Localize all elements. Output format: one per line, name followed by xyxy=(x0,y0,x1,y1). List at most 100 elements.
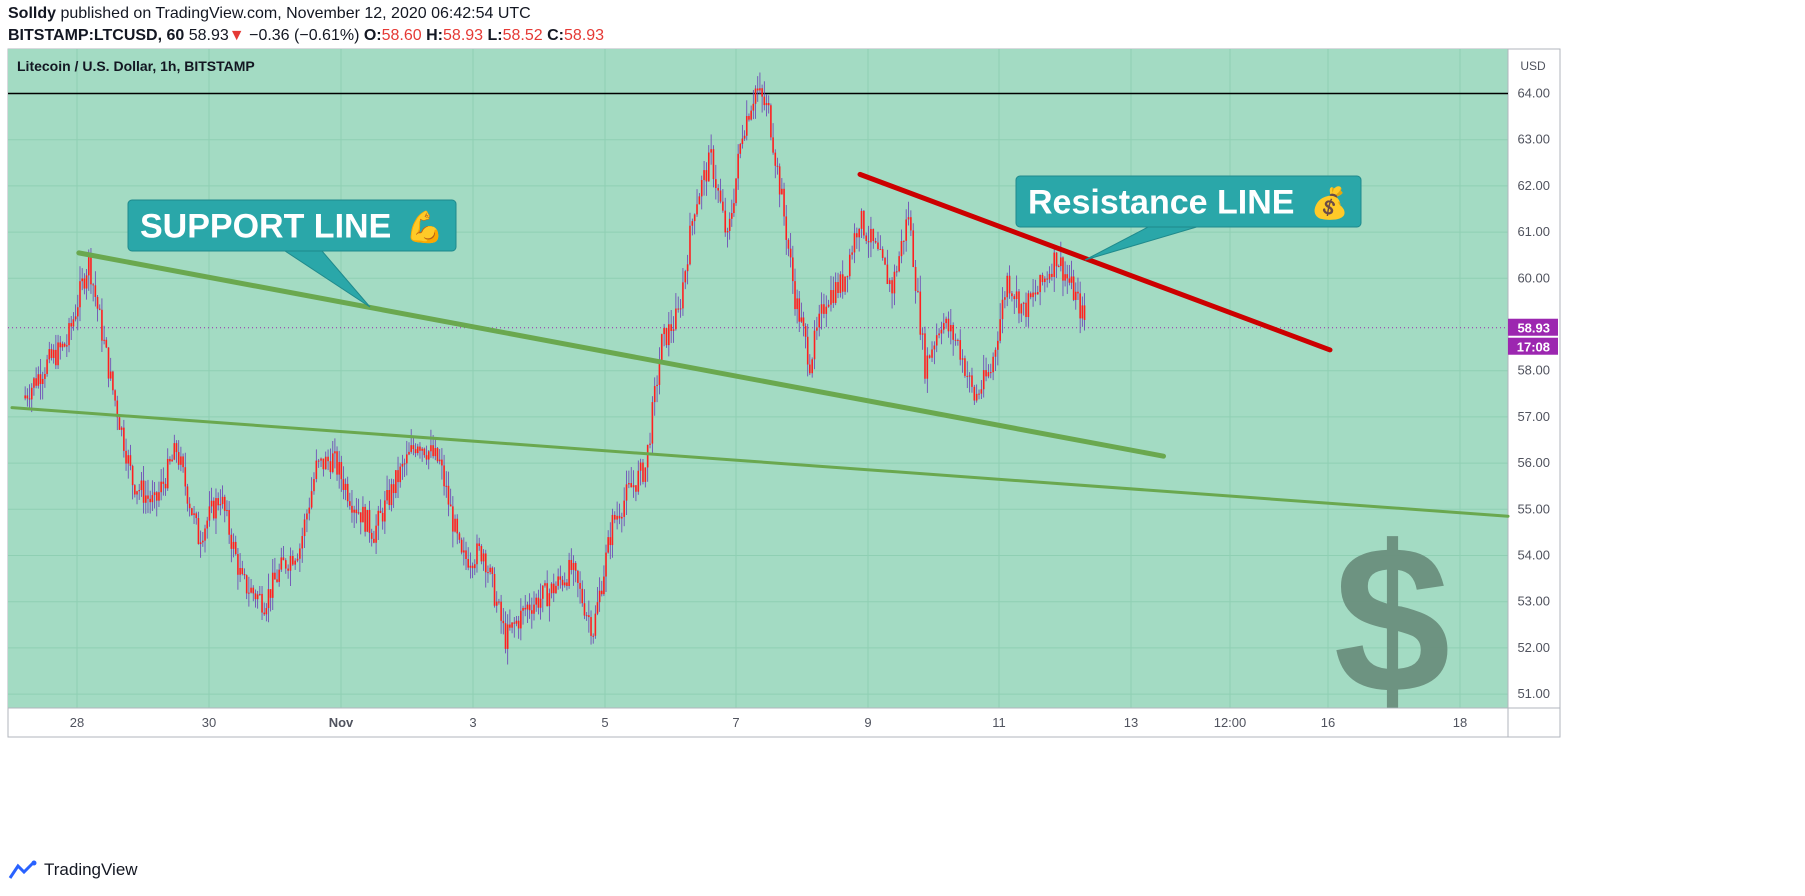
tradingview-logo-icon xyxy=(8,860,37,879)
candle-body xyxy=(386,490,388,501)
resistance-callout-box xyxy=(1015,175,1362,228)
candle-body xyxy=(191,508,193,515)
candle-body xyxy=(445,485,448,487)
price-tick-label: 53.00 xyxy=(1517,594,1550,609)
author-name[interactable]: Solldy xyxy=(8,5,57,22)
candle-body xyxy=(848,254,851,277)
candle-body xyxy=(221,496,224,505)
candle-body xyxy=(441,459,443,466)
candle-body xyxy=(495,601,498,606)
close-label: C: xyxy=(547,27,565,44)
support-line xyxy=(10,406,1510,518)
candle-body xyxy=(806,336,809,365)
candle-body xyxy=(765,103,768,106)
candle-body xyxy=(188,503,191,509)
candle-body xyxy=(114,390,116,401)
candle-body xyxy=(322,458,325,470)
candle-body xyxy=(127,455,130,464)
candle-body xyxy=(931,349,933,358)
candle-body xyxy=(61,343,64,348)
candle-body xyxy=(1057,266,1060,268)
candle-body xyxy=(55,349,57,366)
candle-body xyxy=(1060,257,1062,267)
candle-body xyxy=(827,304,830,307)
candle-body xyxy=(287,568,289,571)
candle-body xyxy=(423,448,426,456)
candle-body xyxy=(395,470,397,494)
price-tick-label: 58.00 xyxy=(1517,363,1550,378)
candle-body xyxy=(313,479,315,492)
candle-body xyxy=(898,256,900,272)
candle-body xyxy=(357,512,360,514)
time-tick-label: 12:00 xyxy=(1214,715,1247,730)
candle-body xyxy=(733,203,735,214)
candle-body xyxy=(763,96,766,106)
candle-body xyxy=(677,308,680,310)
candle-body xyxy=(320,458,322,461)
price-tick-label: 61.00 xyxy=(1517,224,1550,239)
candle-body xyxy=(317,460,320,462)
candle-body xyxy=(563,582,566,586)
open-label: O: xyxy=(363,27,382,44)
candle-body xyxy=(574,562,577,571)
candle-body xyxy=(820,304,823,314)
resistance-callout-emoji: 💰 xyxy=(1311,186,1349,222)
candle-body xyxy=(308,507,311,514)
candle-body xyxy=(223,496,226,511)
candle-body xyxy=(1066,274,1069,279)
candle-body xyxy=(379,510,382,513)
candle-body xyxy=(403,463,406,465)
candle-body xyxy=(752,103,755,111)
candle-body xyxy=(414,449,417,454)
tradingview-footer[interactable]: TradingView xyxy=(8,860,138,880)
candle-body xyxy=(74,316,77,320)
candle-body xyxy=(596,602,599,614)
candle-body xyxy=(537,597,540,608)
candle-body xyxy=(728,218,731,231)
candle-body xyxy=(707,152,710,182)
support-callout: SUPPORT LINE 💪 xyxy=(127,199,457,308)
candle-body xyxy=(158,492,160,501)
candle-body xyxy=(85,275,88,289)
candle-body xyxy=(572,562,575,570)
candle-body xyxy=(160,481,162,493)
candle-body xyxy=(254,593,257,600)
candle-body xyxy=(177,452,180,465)
candle-body xyxy=(87,253,90,276)
candle-body xyxy=(964,358,966,376)
candle-body xyxy=(487,572,489,574)
candle-body xyxy=(299,548,301,559)
candle-body xyxy=(63,343,66,347)
candle-body xyxy=(243,573,246,576)
candle-body xyxy=(531,610,533,614)
candle-body xyxy=(329,461,332,473)
candle-body xyxy=(910,217,912,231)
candle-body xyxy=(217,498,219,506)
candle-body xyxy=(136,491,138,495)
candle-body xyxy=(809,364,811,374)
candle-body xyxy=(1051,273,1053,277)
candle-body xyxy=(250,587,252,593)
candle-body xyxy=(644,467,647,482)
candle-body xyxy=(1020,303,1023,314)
candle-body xyxy=(46,359,48,374)
candle-body xyxy=(717,187,719,191)
candle-body xyxy=(975,393,978,401)
support-callout-box xyxy=(127,199,457,252)
candle-body xyxy=(830,290,832,305)
candle-body xyxy=(502,620,505,624)
candle-body xyxy=(800,317,803,322)
candle-body xyxy=(905,219,907,241)
candle-body xyxy=(903,240,905,242)
candle-body xyxy=(588,615,590,618)
candle-body xyxy=(787,239,790,249)
candle-body xyxy=(480,546,483,562)
candle-body xyxy=(789,248,792,258)
candle-body xyxy=(1046,278,1048,280)
candle-body xyxy=(33,378,35,388)
candle-body xyxy=(679,308,682,310)
candle-body xyxy=(672,329,675,331)
candle-body xyxy=(759,88,761,91)
candle-body xyxy=(656,384,658,387)
